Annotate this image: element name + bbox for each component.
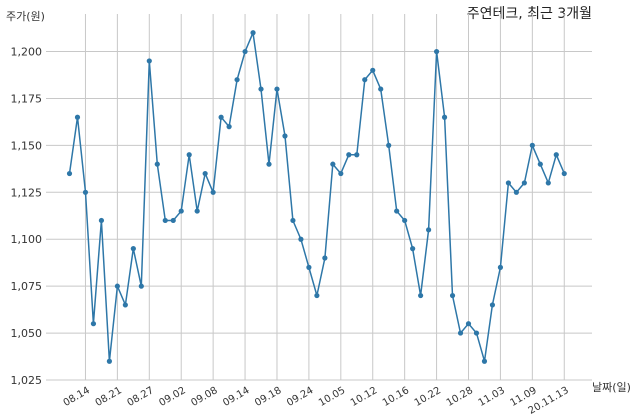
- data-point: [410, 246, 416, 252]
- x-tick-label: 09.08: [189, 385, 219, 409]
- data-point: [194, 208, 200, 214]
- x-tick-label: 08.21: [94, 385, 124, 409]
- data-point: [226, 124, 232, 130]
- data-point: [402, 217, 408, 224]
- data-point: [418, 292, 424, 299]
- data-point: [122, 302, 128, 308]
- x-tick-label: 09.14: [221, 385, 251, 409]
- data-point: [74, 114, 81, 120]
- data-point: [306, 264, 312, 270]
- data-point: [314, 292, 320, 299]
- data-point: [330, 161, 336, 167]
- x-tick-label: 10.22: [413, 385, 443, 409]
- y-tick-label: 1,050: [11, 327, 43, 340]
- chart-title: 주연테크, 최근 3개월: [467, 6, 592, 22]
- x-tick-label: 09.24: [285, 385, 315, 409]
- data-point: [114, 283, 120, 289]
- x-tick-label: 09.18: [253, 385, 283, 409]
- data-point: [266, 161, 272, 167]
- series-line: [68, 30, 565, 362]
- grid-lines: [46, 14, 592, 381]
- x-tick-label: 09.02: [157, 385, 187, 409]
- y-tick-label: 1,150: [11, 139, 43, 152]
- data-point: [186, 152, 192, 158]
- data-point: [473, 330, 480, 336]
- data-point: [426, 227, 432, 233]
- data-point: [529, 142, 535, 148]
- data-point: [338, 170, 344, 177]
- data-point: [537, 161, 543, 167]
- x-tick-label: 10.05: [317, 385, 347, 409]
- x-tick-label: 11.03: [477, 385, 507, 409]
- data-point: [234, 77, 240, 83]
- data-point: [394, 208, 400, 214]
- data-point: [202, 170, 208, 177]
- x-axis-ticks: 08.14 08.21 08.27 09.02 09.08 09.14 09.18 09.24…: [62, 385, 571, 417]
- data-point: [322, 255, 328, 261]
- data-point: [242, 48, 248, 55]
- data-point: [481, 358, 488, 364]
- data-point: [210, 189, 216, 195]
- data-point: [489, 302, 496, 308]
- data-point: [521, 180, 527, 186]
- data-point: [138, 283, 144, 289]
- data-point: [82, 189, 89, 195]
- data-point: [298, 236, 304, 242]
- data-point: [561, 170, 567, 177]
- data-point: [90, 321, 97, 327]
- data-point: [146, 58, 152, 64]
- data-point: [66, 170, 73, 177]
- x-axis-label: 날짜(일): [592, 380, 631, 394]
- y-tick-label: 1,100: [11, 233, 43, 246]
- x-tick-label: 10.16: [381, 385, 411, 409]
- data-point: [545, 180, 551, 186]
- data-point: [513, 189, 519, 195]
- data-point: [441, 114, 448, 120]
- data-point: [106, 358, 112, 364]
- data-point: [386, 142, 392, 148]
- y-axis-label: 주가(원): [6, 10, 45, 23]
- data-point: [449, 292, 456, 299]
- data-point: [354, 152, 360, 158]
- data-point: [497, 264, 504, 270]
- x-tick-label: 10.28: [445, 385, 475, 409]
- data-point: [218, 114, 224, 120]
- data-point: [433, 48, 440, 55]
- data-point: [378, 86, 384, 92]
- y-axis-ticks: 1,025 1,050 1,075 1,100 1,125 1,150 1,175 1,200: [11, 46, 43, 387]
- x-tick-label: 08.27: [125, 385, 155, 409]
- x-tick-label: 10.12: [349, 385, 379, 409]
- data-point: [178, 208, 184, 214]
- y-tick-label: 1,125: [11, 186, 43, 199]
- data-point: [274, 86, 280, 92]
- data-point: [370, 67, 376, 73]
- data-point: [98, 217, 105, 224]
- data-point: [258, 86, 264, 92]
- data-point: [362, 77, 368, 83]
- data-point: [282, 133, 288, 139]
- data-point: [154, 161, 160, 167]
- data-point: [457, 330, 464, 336]
- y-tick-label: 1,075: [11, 280, 43, 293]
- data-point: [170, 217, 176, 224]
- data-point: [250, 30, 256, 36]
- data-point: [290, 217, 296, 224]
- y-tick-label: 1,200: [11, 46, 43, 59]
- x-tick-label: 08.14: [62, 385, 92, 409]
- data-point: [162, 217, 168, 224]
- data-point: [465, 321, 472, 327]
- data-point: [553, 152, 559, 158]
- series-layer: [66, 30, 567, 364]
- data-point: [130, 246, 136, 252]
- y-tick-label: 1,175: [11, 92, 43, 105]
- data-point: [505, 180, 511, 186]
- data-point: [346, 152, 352, 158]
- y-tick-label: 1,025: [11, 374, 43, 387]
